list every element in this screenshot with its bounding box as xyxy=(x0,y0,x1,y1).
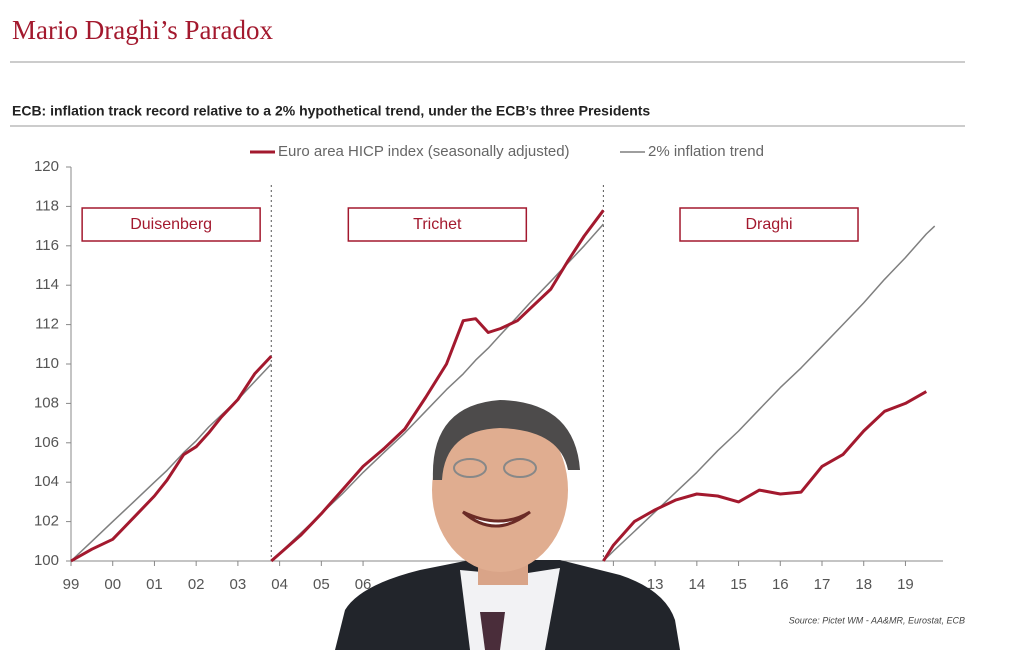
y-tick-label: 108 xyxy=(34,394,59,411)
x-tick-label: 17 xyxy=(814,576,831,593)
legend-label: 2% inflation trend xyxy=(648,143,764,160)
x-tick-label: 14 xyxy=(688,576,705,593)
y-tick-label: 112 xyxy=(35,316,59,333)
x-tick-label: 01 xyxy=(146,576,163,593)
x-tick-label: 99 xyxy=(63,576,80,593)
x-tick-label: 06 xyxy=(355,576,372,593)
plot-area: 100 102 104 106 108 110 112 114 116 118 120 99 00 01 0… xyxy=(34,143,943,593)
face xyxy=(432,408,568,572)
panel-label: Duisenberg xyxy=(130,216,212,233)
x-tick-label: 15 xyxy=(730,576,747,593)
panel-label-box xyxy=(679,207,859,242)
x-tick-label: 02 xyxy=(188,576,205,593)
y-tick-label: 100 xyxy=(34,552,59,569)
smile xyxy=(462,510,531,528)
x-tick-label: 19 xyxy=(897,576,914,593)
y-tick-label: 110 xyxy=(35,355,59,372)
x-tick-label: 00 xyxy=(104,576,121,593)
y-tick-label: 114 xyxy=(35,276,59,293)
tie xyxy=(480,612,505,650)
glasses-right xyxy=(503,458,537,478)
panel-label: Draghi xyxy=(745,216,792,233)
hair xyxy=(432,400,580,480)
x-tick-label: 05 xyxy=(313,576,330,593)
x-tick-label: 18 xyxy=(855,576,872,593)
x-tick-label: 03 xyxy=(230,576,247,593)
panel-label: Trichet xyxy=(413,216,462,233)
y-tick-label: 102 xyxy=(34,513,59,530)
y-tick-label: 106 xyxy=(34,434,59,451)
panel-label-box xyxy=(81,207,261,242)
y-tick-label: 118 xyxy=(35,197,59,214)
panel-label-box xyxy=(347,207,528,242)
series-line xyxy=(70,209,928,563)
glasses-left xyxy=(453,458,487,478)
x-tick-label: 16 xyxy=(772,576,789,593)
portrait-photo xyxy=(335,400,680,650)
y-tick-label: 116 xyxy=(35,237,59,254)
source-note: Source: Pictet WM - AA&MR, Eurostat, ECB xyxy=(789,615,965,625)
y-tick-label: 104 xyxy=(34,473,59,490)
y-tick-label: 120 xyxy=(34,158,59,175)
legend-label: Euro area HICP index (seasonally adjuste… xyxy=(278,143,570,160)
chart-subtitle: ECB: inflation track record relative to … xyxy=(12,103,650,119)
x-tick-label: 13 xyxy=(647,576,664,593)
chart-title: Mario Draghi’s Paradox xyxy=(12,15,273,45)
x-tick-label: 04 xyxy=(271,576,288,593)
